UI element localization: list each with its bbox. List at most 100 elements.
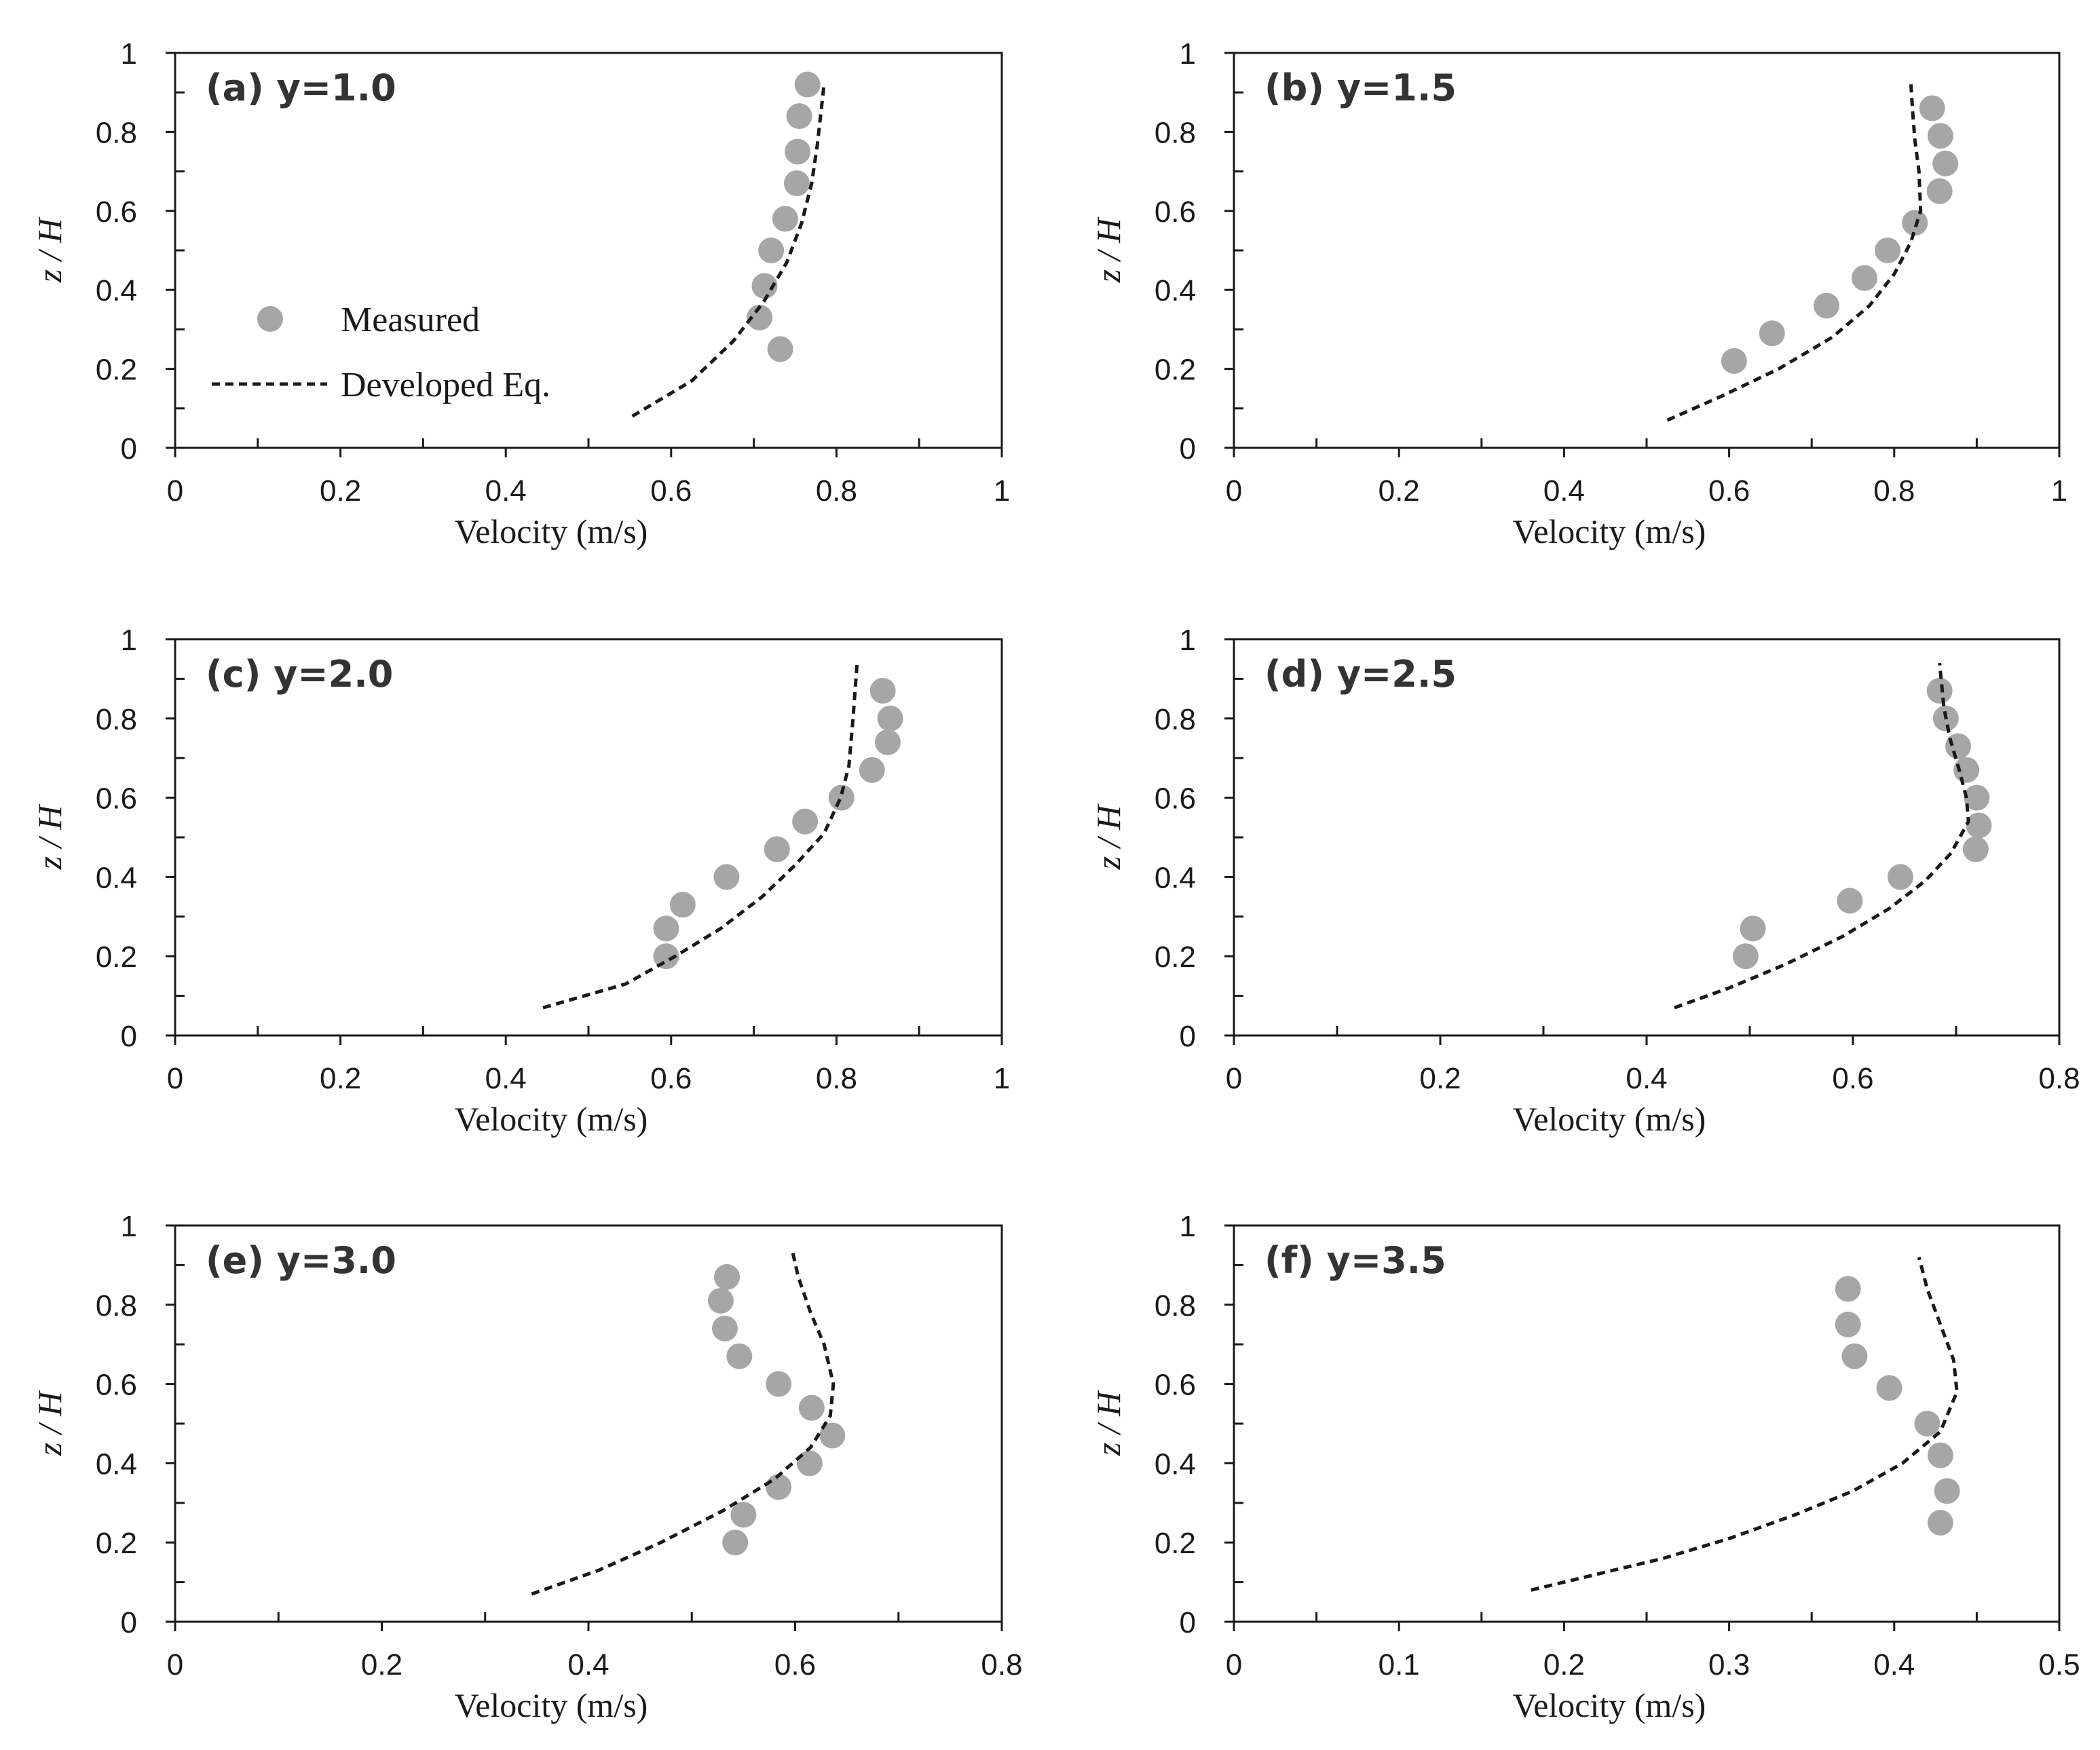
measured-point xyxy=(1926,178,1953,204)
measured-point xyxy=(1835,1276,1861,1302)
measured-point xyxy=(828,784,855,811)
measured-point xyxy=(1962,836,1989,862)
x-axis-label: Velocity (m/s) xyxy=(1513,512,1706,550)
y-tick-label: 0 xyxy=(1180,1606,1196,1639)
legend: Measured Developed Eq. xyxy=(212,301,550,404)
x-tick-label: 0.8 xyxy=(816,474,857,508)
y-tick-label: 0.4 xyxy=(96,1447,137,1481)
x-tick-label: 0.4 xyxy=(1873,1648,1915,1681)
y-tick-label: 0.6 xyxy=(1155,782,1196,816)
panel-title: (b) y=1.5 xyxy=(1264,66,1457,109)
measured-point xyxy=(1945,733,1972,759)
measured-point xyxy=(764,836,790,862)
measured-point xyxy=(1934,1478,1960,1504)
measured-point xyxy=(1721,347,1747,374)
measured-point xyxy=(707,1287,734,1314)
measured-point xyxy=(796,1450,823,1477)
y-tick-label: 0.4 xyxy=(1155,1447,1196,1481)
measured-point xyxy=(653,943,679,970)
legend-measured-marker xyxy=(257,306,283,332)
measured-point xyxy=(1887,864,1913,890)
y-tick-label: 1 xyxy=(1180,37,1196,71)
panel-title: (c) y=2.0 xyxy=(206,653,393,696)
plot-frame xyxy=(174,52,1003,449)
y-tick-label: 0.2 xyxy=(96,1527,137,1560)
x-axis-label: Velocity (m/s) xyxy=(455,512,648,550)
measured-point xyxy=(1966,812,1992,839)
panel-f: 0 0.1 0.2 0.3 0.4 0.5 0 0.2 0.4 0.6 0.8 1 Velocity (… xyxy=(1089,1210,2080,1724)
x-axis-label: Velocity (m/s) xyxy=(455,1686,648,1724)
y-tick-label: 0.2 xyxy=(1155,354,1196,387)
measured-point xyxy=(1732,943,1759,970)
measured-point xyxy=(751,273,778,299)
x-tick-label: 0.6 xyxy=(1832,1062,1873,1095)
y-tick-label: 1 xyxy=(121,624,137,657)
x-tick-label: 1 xyxy=(994,1062,1010,1095)
y-tick-label: 0.4 xyxy=(96,274,137,307)
x-tick-label: 1 xyxy=(2051,474,2067,508)
y-tick-label: 0 xyxy=(121,1020,137,1053)
x-axis-label: Velocity (m/s) xyxy=(1513,1100,1706,1138)
measured-point xyxy=(877,705,903,731)
x-axis-label: Velocity (m/s) xyxy=(455,1100,648,1138)
measured-point xyxy=(767,336,793,362)
y-tick-label: 0.8 xyxy=(1155,703,1196,736)
measured-point xyxy=(730,1502,757,1528)
y-axis-label: z / H xyxy=(31,216,69,283)
x-tick-label: 0 xyxy=(1226,1062,1242,1095)
y-axis-label: z / H xyxy=(1089,803,1127,870)
x-tick-label: 0.4 xyxy=(567,1648,609,1681)
developed-eq-line xyxy=(1531,1257,1959,1592)
x-tick-label: 0.2 xyxy=(1543,1648,1585,1681)
x-tick-label: 0 xyxy=(167,1062,183,1095)
measured-point xyxy=(1852,265,1878,291)
panel-title: (f) y=3.5 xyxy=(1264,1239,1446,1282)
measured-point xyxy=(1835,1312,1861,1337)
measured-point xyxy=(1927,1442,1953,1468)
x-tick-label: 0.8 xyxy=(816,1062,857,1095)
measured-point xyxy=(711,1315,738,1342)
x-tick-label: 0.4 xyxy=(485,1062,527,1095)
x-tick-label: 0.2 xyxy=(361,1648,402,1681)
y-tick-label: 0.8 xyxy=(96,116,137,149)
x-tick-label: 0.4 xyxy=(1543,474,1585,508)
measured-point xyxy=(1964,784,1990,811)
developed-eq-line xyxy=(631,84,826,418)
measured-point xyxy=(819,1422,846,1449)
legend-model-label: Developed Eq. xyxy=(341,366,550,404)
panel-title: (a) y=1.0 xyxy=(206,66,396,109)
y-tick-label: 0.8 xyxy=(1155,1289,1196,1323)
x-tick-label: 1 xyxy=(994,474,1010,508)
measured-point xyxy=(1927,123,1953,149)
x-tick-label: 0.8 xyxy=(981,1648,1022,1681)
x-tick-label: 0 xyxy=(1226,474,1242,508)
measured-point xyxy=(783,170,810,197)
y-tick-label: 0.2 xyxy=(1155,1527,1196,1560)
measured-point xyxy=(1953,757,1980,783)
y-axis-label: z / H xyxy=(31,1390,69,1456)
measured-point xyxy=(1841,1343,1868,1369)
x-tick-label: 0.4 xyxy=(1626,1062,1667,1095)
measured-point xyxy=(792,808,819,835)
y-tick-label: 0.6 xyxy=(96,195,137,229)
x-tick-label: 0.1 xyxy=(1379,1648,1420,1681)
measured-point xyxy=(1837,888,1863,914)
x-tick-label: 0.2 xyxy=(320,1062,361,1095)
y-tick-label: 0 xyxy=(121,1606,137,1639)
measured-point xyxy=(798,1394,825,1421)
y-tick-label: 0.6 xyxy=(96,782,137,816)
x-tick-label: 0.6 xyxy=(774,1648,816,1681)
measured-point xyxy=(1814,292,1840,319)
legend-measured-label: Measured xyxy=(341,301,480,339)
panel-d: 0 0.2 0.4 0.6 0.8 0 0.2 0.4 0.6 0.8 1 Velocity (m/s… xyxy=(1089,624,2080,1138)
measured-point xyxy=(785,138,811,165)
developed-eq-line xyxy=(1674,662,1970,1010)
panel-title: (d) y=2.5 xyxy=(1264,653,1457,696)
measured-point xyxy=(722,1529,749,1556)
measured-point xyxy=(1740,915,1766,942)
y-tick-label: 0.2 xyxy=(96,354,137,387)
measured-point xyxy=(766,1474,792,1500)
measured-point xyxy=(758,237,785,263)
panel-title: (e) y=3.0 xyxy=(206,1239,396,1282)
